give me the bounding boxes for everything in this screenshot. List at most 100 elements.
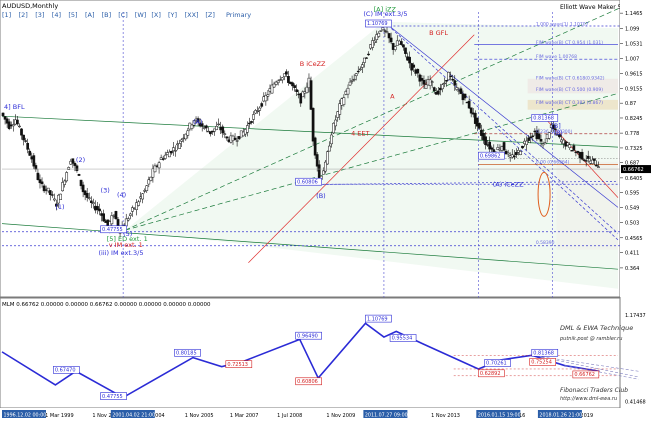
candle-body [475, 117, 479, 127]
fib-level-label: FIM wave(B) CT 0.500 (0.909) [536, 87, 603, 93]
fib-level-label: FIM wave 1.00768 [536, 54, 577, 60]
candle-body [504, 150, 508, 155]
candle-body [221, 126, 225, 134]
candle-body [196, 118, 200, 122]
price-pane[interactable]: 4] BFL (1) (2) (3) (4) (5)[5] ED ext. 1v IM e… [0, 0, 639, 408]
wave-label: (2) [76, 156, 85, 164]
candle-body [163, 154, 167, 159]
trend-line-7 [494, 125, 619, 241]
time-label: 1 Mar 1999 [45, 413, 74, 419]
candle-body [519, 151, 522, 156]
candle-body [55, 203, 58, 207]
wave-button[interactable]: [A] [85, 11, 95, 19]
candle-body [350, 80, 354, 82]
candle-body [161, 158, 165, 160]
candle-body [572, 145, 576, 151]
indicator-value-boxes: 1.10769 0.96490 0.80185 0.95534 0.67470 0.477… [53, 314, 600, 400]
candle-body [63, 180, 66, 185]
wave-button[interactable]: [XX] [185, 11, 199, 19]
candle-body [114, 211, 118, 220]
wave-button[interactable]: [1] [2, 11, 11, 19]
wave-label: [B] [551, 122, 561, 130]
candle-body [543, 142, 547, 145]
wave-button[interactable]: [Y] [168, 11, 177, 19]
candle-body [28, 150, 32, 156]
candle-body [149, 176, 153, 181]
wave-label: 4] BFL [4, 103, 25, 111]
branding-text: http://www.dml-ewa.ru [560, 396, 617, 402]
candle-body [200, 123, 204, 127]
wave-label: v IM ext. 1 [109, 241, 143, 249]
branding-text: Fibonacci Traders Club [560, 387, 628, 394]
time-label: 1 Mar 2007 [230, 413, 259, 419]
candle-body [237, 136, 241, 140]
candle-body [326, 151, 329, 165]
time-highlight-bg [537, 410, 582, 418]
mlm-box-label: 0.95534 [392, 336, 413, 342]
indicator-pane-border [0, 297, 621, 409]
candle-body [190, 124, 194, 129]
price-tick-label: 0.9155 [625, 86, 643, 92]
current-price-marker [621, 165, 651, 174]
candle-body [217, 123, 220, 126]
mlm-box-frame [295, 331, 322, 340]
candle-body [22, 134, 25, 141]
mlm-box-label: 0.80185 [176, 350, 197, 356]
wave-label: (1) [55, 203, 64, 211]
wave-button[interactable]: [2] [19, 11, 28, 19]
indicator-tick-label: 0.41468 [625, 399, 646, 405]
candle-body [32, 155, 36, 167]
wave-label: (4) [117, 191, 126, 199]
candle-body [59, 193, 62, 200]
candle-body [436, 90, 440, 95]
wave-label: (B) [316, 192, 326, 200]
mlm-box-label: 0.75254 [531, 360, 552, 366]
candle-body [580, 151, 584, 160]
candle-body [358, 68, 362, 71]
time-label: 1 Nov 2009 [326, 413, 355, 419]
price-tick-label: 1.099 [625, 27, 639, 33]
candle-body [276, 80, 280, 83]
candle-body [412, 64, 416, 68]
price-tick-label: 0.8245 [625, 116, 643, 122]
fib-level-label: FIM wave(B) CT 0.618(0.9342) [536, 75, 605, 81]
wave-label: [5] ED ext. 1 [107, 235, 148, 243]
candle-body [18, 125, 21, 128]
candle-body [432, 87, 436, 92]
price-tick-label: 0.411 [625, 251, 639, 257]
candle-body [24, 140, 27, 142]
indicator-pane[interactable]: MLM 0.66762 0.00000 0.00000 0.66762 0.00… [0, 297, 639, 409]
degree-selector[interactable]: Primary [226, 11, 251, 19]
wave-button[interactable]: [5] [68, 11, 77, 19]
wave-button[interactable]: [X] [151, 11, 161, 19]
channel-lines [1, 8, 639, 408]
indicator-scale: 1.17437 0.41468 [625, 313, 646, 406]
wave-button[interactable]: [W] [135, 11, 147, 19]
wave-button[interactable]: [3] [35, 11, 44, 19]
wave-button[interactable]: [B] [102, 11, 112, 19]
candle-body [371, 40, 374, 48]
wave-button[interactable]: [C] [118, 11, 128, 19]
candle-body [313, 137, 317, 156]
price-tick-label: 0.9615 [625, 71, 643, 77]
candle-body [305, 86, 309, 94]
candle-body [272, 83, 276, 88]
candle-body [89, 200, 93, 204]
mlm-box-label: 0.62892 [480, 371, 501, 377]
candle-body [537, 133, 541, 139]
candle-body [422, 80, 426, 85]
candle-body [61, 182, 64, 192]
candle-body [87, 197, 91, 199]
wave-button[interactable]: [Z] [205, 11, 215, 19]
mlm-box-frame [174, 348, 201, 357]
candle-body [387, 33, 391, 39]
price-tick-label: 0.364 [625, 266, 639, 272]
price-boxes: 1.10769 0.60806 0.47755 0.69862 0.81368 [100, 19, 559, 234]
candle-body [551, 124, 555, 129]
candle-body [576, 151, 580, 153]
indicator-header: MLM 0.66762 0.00000 0.00000 0.66762 0.00… [2, 302, 211, 308]
wave-button[interactable]: [4] [52, 11, 61, 19]
candle-body [258, 107, 262, 111]
time-label: 1 Nov 2013 [431, 413, 460, 419]
candle-body [451, 78, 455, 81]
